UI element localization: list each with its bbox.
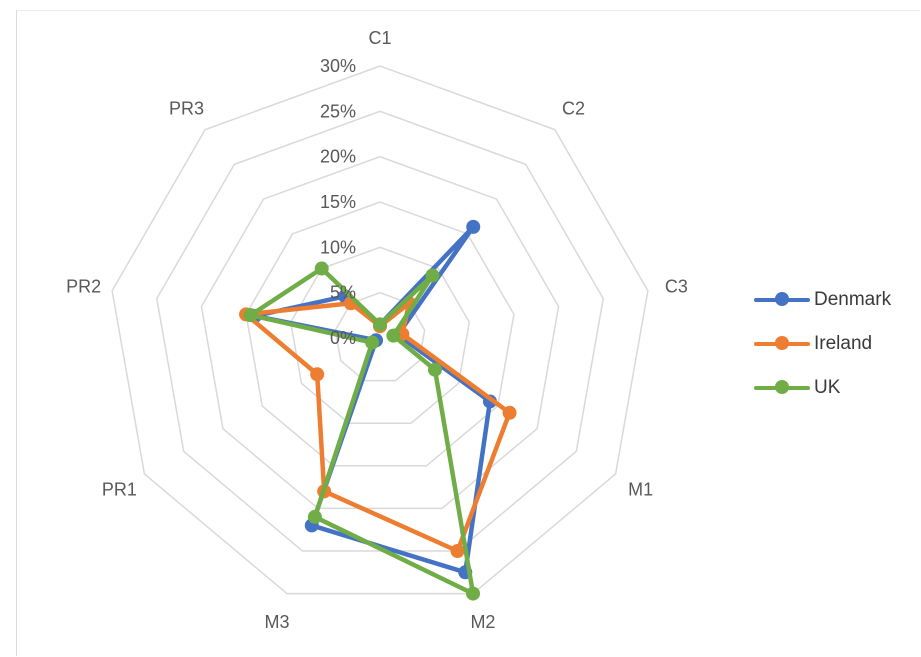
grid-ring bbox=[155, 110, 605, 552]
legend-item-denmark[interactable]: Denmark bbox=[754, 278, 891, 322]
grid-ring bbox=[245, 201, 515, 467]
tick-label: 30% bbox=[320, 56, 356, 76]
tick-label: 25% bbox=[320, 101, 356, 121]
point-uk-pr1[interactable] bbox=[365, 335, 380, 350]
category-label-pr1: PR1 bbox=[102, 480, 137, 500]
point-uk-pr3[interactable] bbox=[314, 261, 329, 276]
category-label-m3: M3 bbox=[265, 612, 290, 632]
grid-ring bbox=[289, 246, 471, 424]
series-line-uk bbox=[248, 266, 476, 596]
tick-label: 0% bbox=[330, 328, 356, 348]
grid-ring bbox=[111, 65, 649, 595]
legend: Denmark Ireland UK bbox=[754, 278, 891, 410]
legend-label-ireland: Ireland bbox=[814, 333, 873, 354]
grid-ring bbox=[200, 155, 560, 510]
point-ireland-m2[interactable] bbox=[450, 543, 465, 558]
point-uk-m3[interactable] bbox=[307, 509, 322, 524]
legend-label-uk: UK bbox=[814, 377, 841, 398]
point-uk-c2[interactable] bbox=[425, 268, 440, 283]
legend-label-denmark: Denmark bbox=[814, 289, 892, 310]
point-uk-m2[interactable] bbox=[466, 586, 481, 601]
legend-swatch-uk bbox=[754, 380, 810, 395]
category-label-c2: C2 bbox=[562, 98, 585, 118]
category-label-c3: C3 bbox=[665, 277, 688, 297]
value-tick-labels: 0% 5% 10% 15% 20% 25% 30% bbox=[320, 56, 356, 348]
point-uk-c1[interactable] bbox=[373, 317, 387, 332]
point-uk-pr2[interactable] bbox=[243, 308, 258, 323]
point-uk-m1[interactable] bbox=[427, 362, 442, 377]
tick-label: 10% bbox=[320, 237, 356, 257]
series-line-denmark bbox=[252, 224, 493, 575]
point-denmark-c2[interactable] bbox=[466, 219, 481, 234]
category-label-m2: M2 bbox=[470, 612, 495, 632]
legend-item-ireland[interactable]: Ireland bbox=[754, 322, 891, 366]
tick-label: 5% bbox=[330, 283, 356, 303]
category-labels: C1 C2 C3 M1 M2 M3 PR1 PR2 PR3 bbox=[66, 28, 688, 632]
radar-grid bbox=[111, 65, 649, 595]
series-lines bbox=[239, 219, 517, 601]
legend-swatch-denmark bbox=[754, 292, 810, 307]
category-label-m1: M1 bbox=[628, 480, 653, 500]
category-label-c1: C1 bbox=[368, 28, 391, 48]
category-label-pr3: PR3 bbox=[169, 98, 204, 118]
chart-frame bbox=[16, 10, 920, 656]
legend-item-uk[interactable]: UK bbox=[754, 366, 891, 410]
grid-ring bbox=[334, 291, 426, 382]
category-label-pr2: PR2 bbox=[66, 277, 101, 297]
tick-label: 20% bbox=[320, 147, 356, 167]
point-ireland-pr1[interactable] bbox=[310, 367, 325, 382]
legend-swatch-ireland bbox=[754, 336, 810, 351]
tick-label: 15% bbox=[320, 192, 356, 212]
point-uk-c3[interactable] bbox=[386, 328, 401, 343]
point-ireland-m1[interactable] bbox=[502, 405, 517, 420]
